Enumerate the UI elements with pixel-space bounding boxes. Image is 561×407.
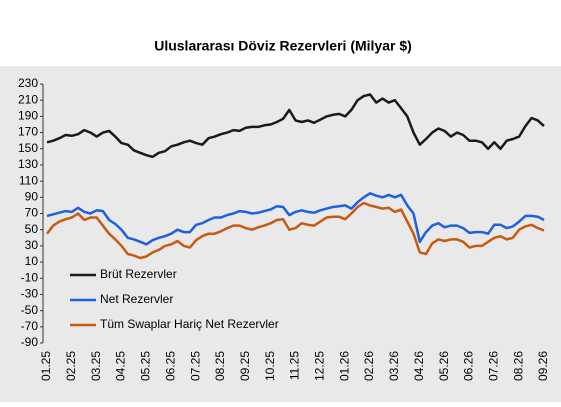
x-tick-label: 01.25 [39, 351, 53, 381]
x-tick-label: 10.25 [263, 351, 277, 381]
legend-label: Brüt Rezervler [100, 267, 177, 281]
y-tick-label: 110 [19, 173, 38, 187]
x-tick-label: 08.25 [213, 351, 227, 381]
series-line [46, 201, 545, 260]
x-tick-label: 11.25 [288, 351, 302, 380]
y-tick-label: 190 [18, 109, 38, 123]
x-tick-label: 08.26 [511, 351, 525, 381]
x-tick-label: 02.26 [362, 351, 376, 381]
x-tick-label: 06.26 [462, 351, 476, 381]
x-tick-label: 03.26 [387, 351, 401, 381]
x-tick-label: 09.26 [536, 351, 550, 381]
x-tick-label: 07.26 [486, 351, 500, 381]
y-tick-label: 130 [18, 157, 38, 171]
y-tick-label: -30 [21, 287, 39, 301]
series-line [46, 93, 545, 159]
y-tick-label: -50 [21, 303, 39, 317]
x-tick-label: 09.25 [238, 351, 252, 381]
y-tick-label: 170 [18, 125, 38, 139]
y-tick-label: 230 [18, 76, 38, 90]
y-tick-label: 30 [25, 238, 39, 252]
x-tick-label: 12.25 [313, 351, 327, 381]
legend-label: Net Rezervler [100, 292, 173, 306]
y-tick-label: -90 [21, 335, 39, 349]
y-tick-label: -10 [21, 270, 39, 284]
chart-title: Uluslararası Döviz Rezervleri (Milyar $) [154, 38, 412, 54]
x-tick-label: 05.26 [437, 351, 451, 381]
y-tick-label: 210 [18, 92, 38, 106]
legend-label: Tüm Swaplar Hariç Net Rezervler [100, 317, 279, 331]
y-tick-label: 50 [25, 222, 39, 236]
x-tick-label: 03.25 [89, 351, 103, 381]
y-tick-label: -70 [21, 319, 39, 333]
x-tick-label: 07.25 [188, 351, 202, 381]
y-tick-label: 70 [25, 206, 39, 220]
x-tick-label: 02.25 [64, 351, 78, 381]
x-tick-label: 04.26 [412, 351, 426, 381]
x-tick-label: 01.26 [337, 351, 351, 381]
x-tick-label: 04.25 [114, 351, 128, 381]
plot-background [0, 66, 561, 402]
x-tick-label: 06.25 [163, 351, 177, 381]
y-tick-label: 90 [25, 189, 39, 203]
y-tick-label: 10 [25, 254, 39, 268]
x-tick-label: 05.25 [139, 351, 153, 381]
series-line [46, 192, 545, 246]
y-tick-label: 150 [18, 141, 38, 155]
